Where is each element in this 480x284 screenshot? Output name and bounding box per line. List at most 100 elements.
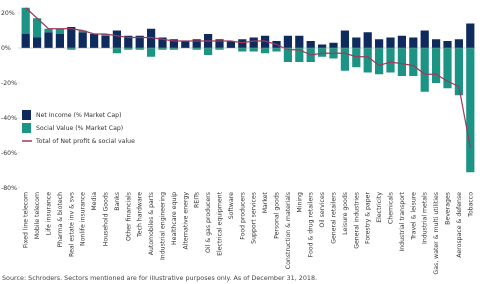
x-tick-label: Banks <box>114 192 121 211</box>
bar-segment <box>192 48 201 50</box>
x-tick-label: Nonlife insurance <box>80 192 87 246</box>
bar-segment <box>78 30 87 33</box>
x-tick-label: Food & drug retailers <box>308 192 315 257</box>
x-tick-label: Life insurance <box>46 192 53 236</box>
bar-segment <box>454 39 464 48</box>
bar-segment <box>135 35 144 48</box>
bar-segment <box>32 37 42 48</box>
bar-segment <box>21 34 30 48</box>
bar-segment <box>135 48 144 50</box>
x-tick-label: Market <box>262 191 269 213</box>
bar-segment <box>306 41 315 48</box>
y-tick-label: -20% <box>1 80 17 87</box>
x-tick-label: Forestry & paper <box>365 192 372 244</box>
x-tick-label: Electrical equipment <box>217 191 224 255</box>
legend-label: Social Value (% Market Cap) <box>36 125 123 132</box>
bar-segment <box>21 7 30 34</box>
bar-segment <box>386 37 395 48</box>
x-tick-label: Personal goods <box>274 192 281 239</box>
bar-segment <box>431 48 441 83</box>
bar-segment <box>443 41 452 48</box>
bar-segment <box>329 42 338 48</box>
x-tick-label: Household Goods <box>103 192 110 246</box>
bar-segment <box>44 32 53 48</box>
bar-segment <box>44 28 53 33</box>
bar-segment <box>226 41 236 48</box>
x-tick-label: Other financials <box>125 192 132 241</box>
bar-segment <box>78 32 87 48</box>
bar-segment <box>124 35 133 48</box>
x-tick-label: Alternative energy <box>182 192 189 250</box>
y-tick-label: -80% <box>1 185 17 192</box>
bar-segment <box>443 48 452 89</box>
x-tick-label: Aerospace & defense <box>456 192 463 258</box>
bar-segment <box>431 39 441 48</box>
bar-segment <box>466 48 475 173</box>
bar-segment <box>283 48 293 62</box>
bar-segment <box>101 35 110 48</box>
legend-swatch <box>22 110 31 120</box>
x-tick-label: Industrial metals <box>422 192 429 244</box>
y-tick-label: -40% <box>1 115 17 122</box>
x-tick-label: Chemicals <box>388 192 395 224</box>
x-tick-label: Fixed line telecom <box>23 192 30 248</box>
x-tick-label: Construction & materials <box>285 192 292 269</box>
bar-segment <box>112 30 122 48</box>
bar-segment <box>295 35 304 48</box>
bar-segment <box>215 39 224 48</box>
source-note: Source: Schroders. Sectors mentioned are… <box>2 274 317 282</box>
bar-segment <box>192 39 201 48</box>
bar-segment <box>124 48 133 50</box>
bar-segment <box>317 44 327 48</box>
y-tick-label: 20% <box>1 10 15 17</box>
x-tick-label: Media <box>91 192 98 211</box>
x-tick-label: Travel & leisure <box>410 192 417 241</box>
bar-segment <box>67 27 76 48</box>
bar-segment <box>386 48 395 73</box>
bar-segment <box>397 35 407 48</box>
bar-segment <box>101 34 110 36</box>
bar-segment <box>352 48 361 68</box>
bar-segment <box>32 18 42 38</box>
x-tick-label: REITs <box>194 192 201 208</box>
bar-segment <box>454 48 464 96</box>
bar-segment <box>340 30 350 48</box>
x-tick-label: Tech hardware <box>137 192 144 238</box>
x-tick-label: Electricity <box>376 192 383 223</box>
x-tick-label: Food producers <box>239 192 246 240</box>
bar-segment <box>260 35 270 48</box>
bar-segment <box>249 37 258 48</box>
bar-segment <box>352 37 361 48</box>
bar-segment <box>146 28 156 48</box>
x-tick-label: General industries <box>353 192 360 249</box>
x-tick-label: Mining <box>296 192 303 213</box>
x-tick-label: Oil services <box>319 192 326 228</box>
bar-segment <box>55 34 65 48</box>
x-tick-label: Healthcare equip <box>171 192 178 245</box>
bar-segment <box>420 30 429 48</box>
bar-segment <box>55 28 65 34</box>
bar-segment <box>169 39 179 48</box>
bar-segment <box>295 48 304 62</box>
bar-segment <box>363 48 372 73</box>
x-tick-label: General retailers <box>331 192 338 244</box>
x-tick-label: Oil & gas producers <box>205 192 212 253</box>
legend-label: Net Income (% Market Cap) <box>36 112 122 119</box>
legend-label: Total of Net profit & social value <box>35 138 135 145</box>
bar-segment <box>374 48 384 75</box>
bar-segment <box>89 34 99 48</box>
bar-segment <box>374 39 384 48</box>
bar-segment <box>215 48 224 50</box>
x-tick-label: Tobacco <box>467 192 474 218</box>
x-tick-label: Mobile telecom <box>34 192 41 239</box>
bar-segment <box>466 23 475 48</box>
bar-segment <box>146 48 156 57</box>
x-tick-label: Pharma & biotech <box>57 192 64 248</box>
x-tick-label: Leisure goods <box>342 192 349 235</box>
bar-segment <box>238 39 247 48</box>
bar-segment <box>249 48 258 52</box>
bar-segment <box>181 41 190 48</box>
x-tick-label: Industrial engineering <box>160 192 167 260</box>
